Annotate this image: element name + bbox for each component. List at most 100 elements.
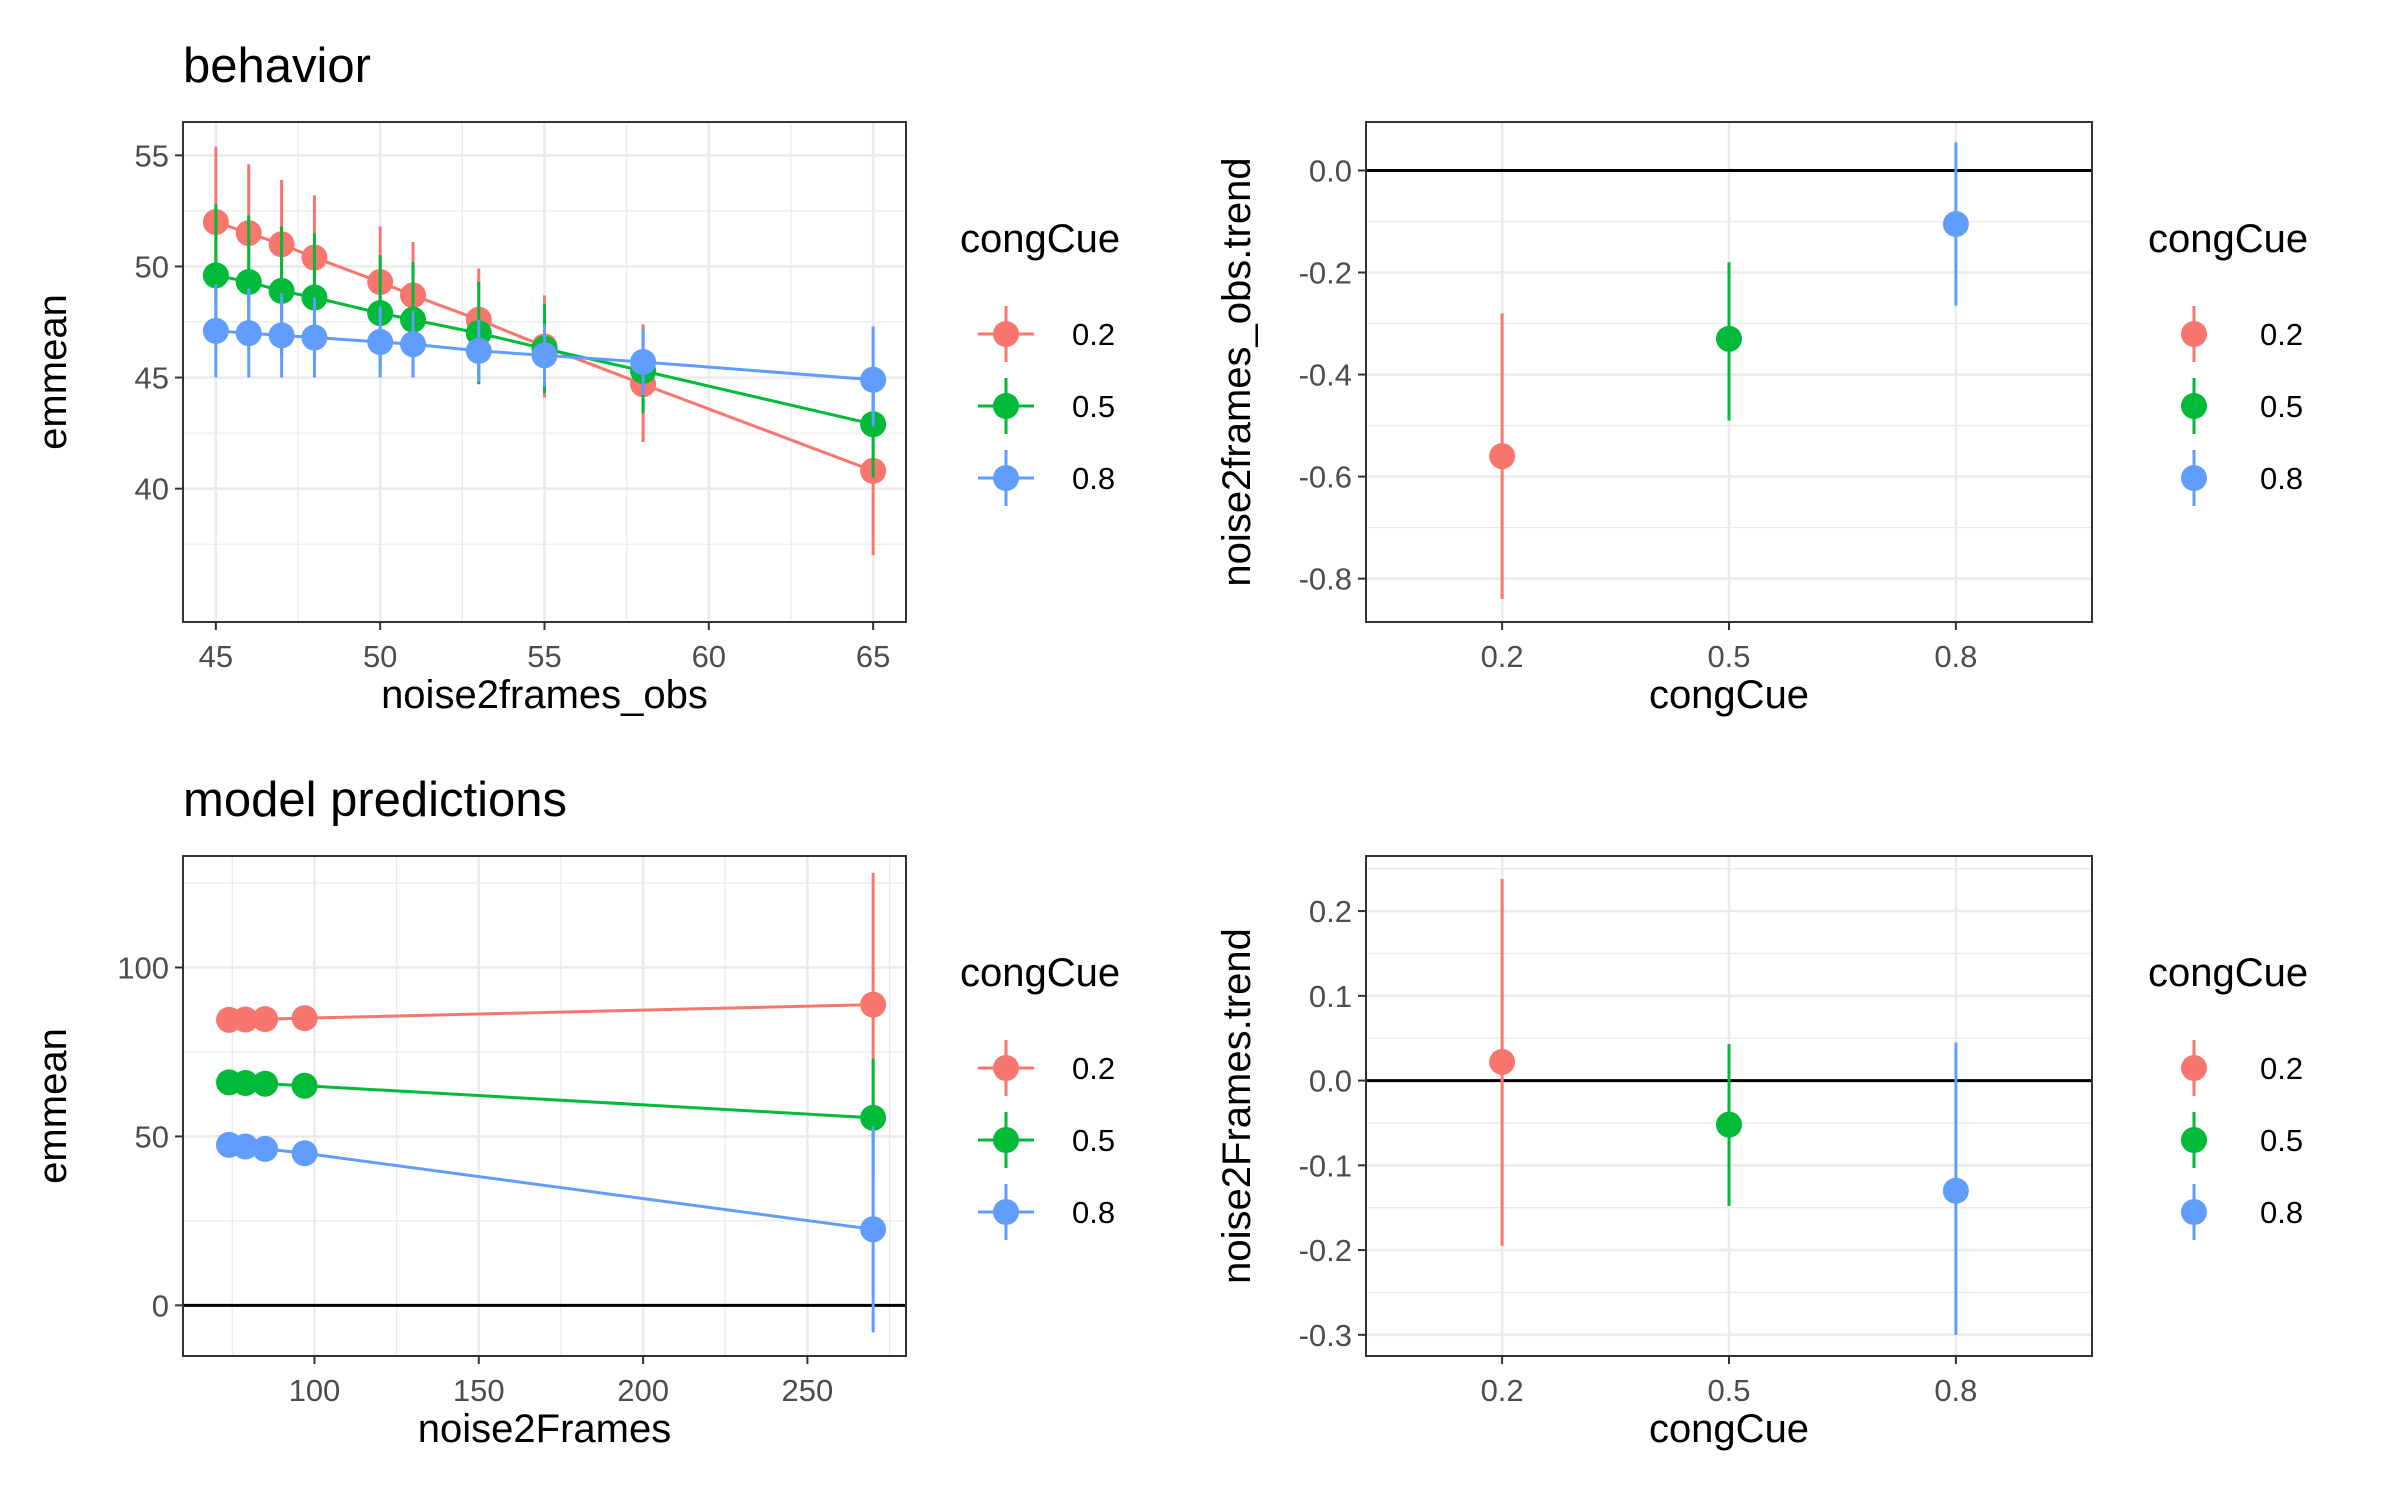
- data-point: [268, 322, 295, 349]
- legend-key: [978, 1184, 1034, 1240]
- x-tick-label: 0.5: [1707, 1373, 1750, 1408]
- data-point: [630, 349, 657, 375]
- legend-title: congCue: [2148, 217, 2308, 261]
- chart-panel-1: 40 45 50 55 45 50 55 60 65 noise2frames_obs emmean…: [31, 39, 1120, 717]
- series-0.5: [1716, 1044, 1742, 1206]
- chart-panel-4: 0.2 0.1 0.0 -0.1 -0.2 -0.3 0.2 0.5 0.8 congCue noi…: [1215, 855, 2308, 1451]
- x-axis-title: noise2frames_obs: [381, 673, 708, 717]
- y-tick-label: -0.8: [1299, 562, 1352, 597]
- data-point: [1489, 443, 1516, 470]
- legend-label: 0.8: [1072, 1195, 1115, 1230]
- legend-key-point: [993, 321, 1019, 347]
- x-tick-label: 250: [782, 1373, 834, 1408]
- legend-key-point: [993, 465, 1019, 491]
- y-tick-label: 0.2: [1309, 894, 1352, 929]
- series-0.2: [1489, 878, 1516, 1246]
- x-tick-label: 0.8: [1934, 639, 1977, 674]
- data-point: [1716, 1111, 1742, 1138]
- data-point: [367, 329, 394, 355]
- x-tick-label: 65: [856, 639, 890, 674]
- y-tick-label: 50: [135, 1119, 169, 1154]
- series-0.8: [216, 1126, 887, 1333]
- y-tick-label: 45: [135, 361, 169, 396]
- plot-area: [183, 856, 906, 1356]
- data-point: [268, 277, 295, 304]
- series-0.8: [1942, 1042, 1969, 1335]
- legend-label: 0.5: [2260, 1123, 2303, 1158]
- legend-label: 0.5: [2260, 389, 2303, 424]
- x-axis-title: congCue: [1649, 1407, 1809, 1451]
- data-point: [860, 1216, 887, 1243]
- legend-key: [2181, 1040, 2207, 1096]
- panel-border: [182, 855, 907, 1357]
- data-point: [465, 337, 492, 364]
- legend-title: congCue: [2148, 951, 2308, 995]
- x-tick-label: 0.5: [1707, 639, 1750, 674]
- legend-key-point: [993, 1055, 1019, 1081]
- legend-key-point: [993, 393, 1019, 419]
- data-point: [291, 1072, 318, 1099]
- legend-key-point: [993, 1199, 1019, 1225]
- legend-key-point: [2181, 393, 2207, 419]
- chart-title: behavior: [183, 39, 371, 93]
- y-tick-label: 0.0: [1309, 153, 1352, 188]
- y-tick-label: -0.4: [1299, 358, 1352, 393]
- data-point: [531, 342, 558, 369]
- legend-key-point: [2181, 321, 2207, 347]
- legend: congCue 0.2 0.5 0.8: [960, 217, 1120, 506]
- y-axis-title: emmean: [31, 294, 75, 450]
- chart-panel-3: 0 50 100 100 150 200 250 noise2Frames emmean mode…: [31, 773, 1120, 1451]
- data-point: [235, 320, 262, 347]
- data-point: [1716, 325, 1742, 352]
- legend: congCue 0.2 0.5 0.8: [2148, 951, 2308, 1240]
- x-tick-label: 200: [617, 1373, 669, 1408]
- data-point: [860, 366, 887, 393]
- legend-key: [2181, 378, 2207, 434]
- data-point: [860, 991, 887, 1018]
- legend-title: congCue: [960, 951, 1120, 995]
- legend: congCue 0.2 0.5 0.8: [960, 951, 1120, 1240]
- x-axis-title: congCue: [1649, 673, 1809, 717]
- data-point: [860, 1104, 887, 1131]
- series-0.5: [216, 1058, 887, 1177]
- legend-label: 0.2: [1072, 317, 1115, 352]
- data-point: [291, 1005, 318, 1032]
- data-point: [252, 1135, 279, 1162]
- data-point: [232, 1070, 259, 1097]
- legend-key-point: [2181, 1127, 2207, 1153]
- x-tick-label: 100: [289, 1373, 341, 1408]
- legend-key-point: [2181, 465, 2207, 491]
- data-point: [1942, 211, 1969, 238]
- data-point: [232, 1006, 259, 1033]
- x-tick-label: 0.8: [1934, 1373, 1977, 1408]
- legend-title: congCue: [960, 217, 1120, 261]
- x-tick-label: 45: [199, 639, 233, 674]
- legend-key: [978, 1112, 1034, 1168]
- legend-label: 0.2: [2260, 317, 2303, 352]
- legend-label: 0.5: [1072, 389, 1115, 424]
- legend-label: 0.8: [2260, 461, 2303, 496]
- series-0.8: [1942, 142, 1969, 306]
- legend-key-point: [2181, 1055, 2207, 1081]
- series-line: [215, 329, 874, 382]
- data-point: [400, 331, 427, 358]
- data-point: [202, 262, 229, 289]
- series-0.2: [216, 872, 887, 1137]
- y-axis-title: noise2frames_obs.trend: [1215, 157, 1259, 586]
- data-point: [1489, 1048, 1516, 1075]
- y-tick-label: -0.2: [1299, 256, 1352, 291]
- x-tick-label: 0.2: [1481, 1373, 1524, 1408]
- legend-key-point: [993, 1127, 1019, 1153]
- chart-panel-2: 0.0 -0.2 -0.4 -0.6 -0.8 0.2 0.5 0.8 congCue noise…: [1215, 121, 2308, 717]
- legend-key: [978, 306, 1034, 362]
- y-tick-label: 55: [135, 138, 169, 173]
- y-tick-label: 0: [152, 1288, 169, 1323]
- y-tick-label: 0.0: [1309, 1064, 1352, 1099]
- legend-key: [978, 378, 1034, 434]
- x-axis-title: noise2Frames: [418, 1407, 671, 1451]
- series-line: [215, 220, 874, 473]
- legend-key: [978, 1040, 1034, 1096]
- legend-label: 0.2: [1072, 1051, 1115, 1086]
- y-tick-label: -0.2: [1299, 1233, 1352, 1268]
